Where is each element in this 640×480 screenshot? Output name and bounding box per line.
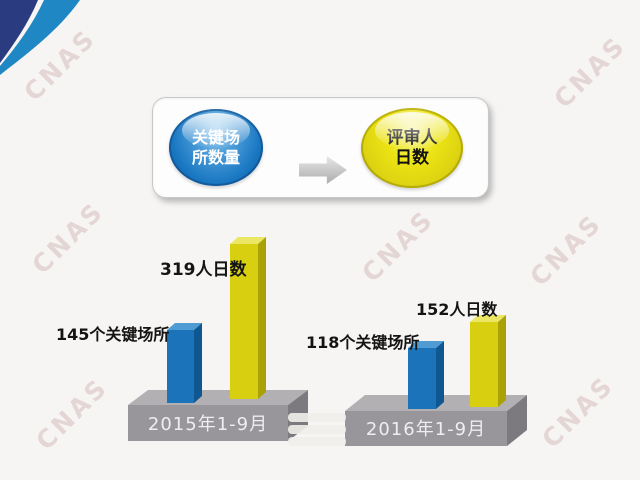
faint-text-remnant — [286, 410, 348, 452]
data-label-145: 145个关键场所 — [56, 325, 170, 344]
source-node-label-line2: 所数量 — [191, 147, 240, 167]
corner-navy-shape — [0, 0, 38, 63]
category-label-2016: 2016年1-9月 — [365, 419, 487, 440]
corner-decoration — [0, 0, 80, 75]
target-node-label-line2: 日数 — [395, 148, 429, 168]
data-label-319: 319人日数 — [160, 260, 247, 280]
category-label-2015: 2015年1-9月 — [147, 414, 269, 435]
corner-azure-stripe — [0, 0, 80, 75]
bar-yellow-2016 — [470, 315, 506, 407]
bar-blue-2015 — [167, 323, 202, 403]
data-label-152: 152人日数 — [416, 300, 498, 319]
bar-blue-2016 — [408, 341, 444, 409]
bar-yellow-2015 — [230, 237, 266, 399]
data-label-118: 118个关键场所 — [306, 333, 420, 352]
